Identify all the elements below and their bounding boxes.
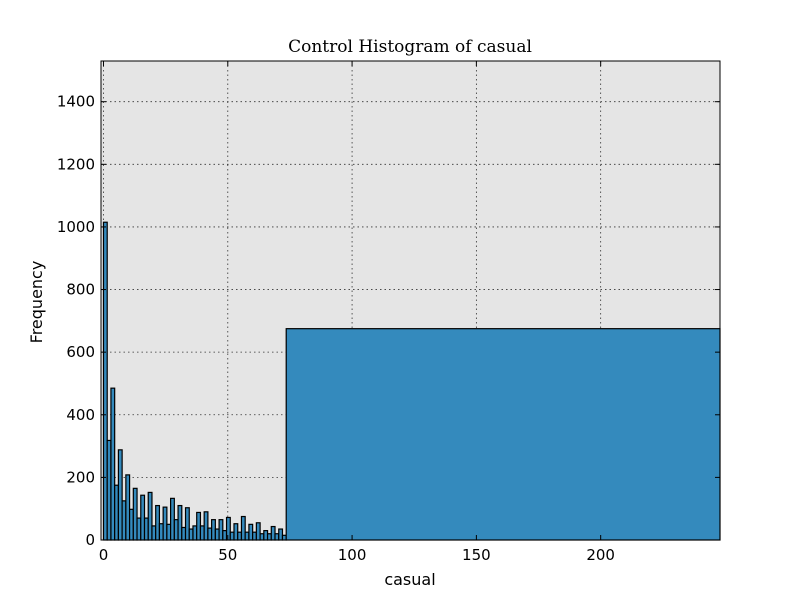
y-tick-label: 600 — [66, 343, 95, 361]
axis-ticks — [101, 61, 720, 541]
y-axis-label: Frequency — [27, 261, 46, 344]
x-tick-label: 100 — [338, 546, 367, 564]
y-tick-label: 200 — [66, 468, 95, 486]
y-tick-label: 1400 — [57, 93, 95, 111]
y-tick-label: 800 — [66, 281, 95, 299]
x-tick-label: 50 — [218, 546, 237, 564]
x-axis-label: casual — [384, 570, 435, 589]
y-tick-label: 1200 — [57, 155, 95, 173]
y-tick-label: 1000 — [57, 218, 95, 236]
histogram-bar — [285, 328, 721, 541]
x-tick-label: 200 — [586, 546, 615, 564]
x-tick-labels: 0 50 100 150 200 — [99, 546, 615, 564]
plot-frame — [100, 60, 721, 541]
y-tick-label: 400 — [66, 406, 95, 424]
x-tick-label: 150 — [462, 546, 491, 564]
x-tick-label: 0 — [99, 546, 109, 564]
y-tick-labels: 0 200 400 600 800 1000 1200 1400 — [57, 93, 95, 549]
chart-title: Control Histogram of casual — [288, 37, 532, 57]
y-tick-label: 0 — [85, 531, 95, 549]
